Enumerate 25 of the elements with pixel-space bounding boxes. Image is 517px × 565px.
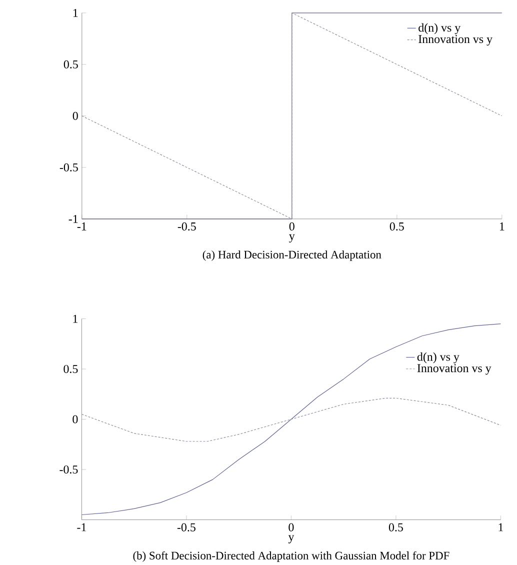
x-axis-title: y xyxy=(288,535,294,544)
y-tick-label: 0.5 xyxy=(64,60,78,68)
x-tick-label: 1 xyxy=(500,222,504,230)
y-tick-label: -1 xyxy=(68,214,78,223)
y-tick-label: 0.5 xyxy=(64,364,78,374)
text: (a) Hard Decision-Directed Adaptation xyxy=(202,250,382,261)
x-tick-label: 0 xyxy=(288,523,294,532)
x-tick-label: -0.5 xyxy=(177,523,196,532)
legend-label: Innovation vs y xyxy=(417,364,492,375)
y-tick-label: -0.5 xyxy=(60,163,78,172)
y-tick-label: 0 xyxy=(72,112,78,120)
legend-label: d(n) vs y xyxy=(418,23,461,34)
text: (b) Soft Decision-Directed Adaptation with Gaussian Model for PDF xyxy=(133,551,450,562)
x-tick-label: 0 xyxy=(289,222,294,230)
y-tick-label: -0.5 xyxy=(60,465,78,474)
legend-label: Innovation vs y xyxy=(418,35,492,46)
x-tick-label: 0.5 xyxy=(388,523,403,532)
x-tick-label: 1 xyxy=(498,523,503,532)
y-tick-label: 1 xyxy=(73,314,78,323)
x-axis-title: y xyxy=(289,234,295,242)
y-tick-label: 0 xyxy=(72,415,78,424)
legend-label: d(n) vs y xyxy=(417,352,460,364)
x-tick-label: 0.5 xyxy=(390,222,404,231)
x-tick-label: -0.5 xyxy=(178,222,196,231)
y-tick-label: 1 xyxy=(73,8,78,17)
